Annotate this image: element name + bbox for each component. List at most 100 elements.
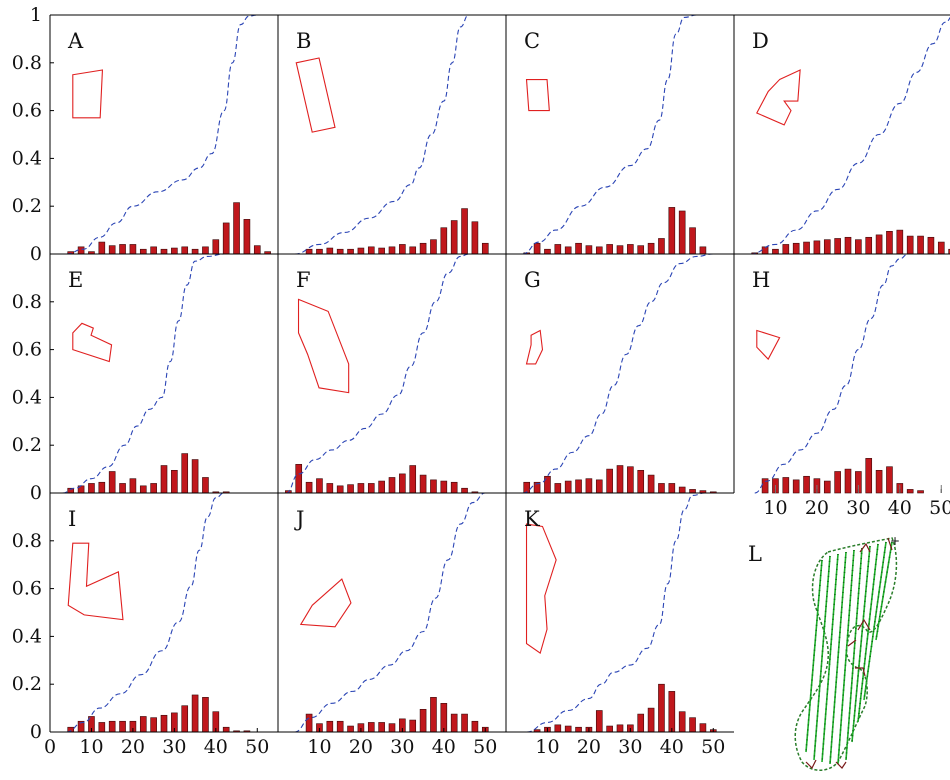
x-tick-label: 10 — [763, 497, 787, 519]
panel-label: G — [524, 268, 541, 292]
histogram-bar — [595, 246, 603, 255]
histogram-bar — [844, 468, 852, 494]
panel-label: J — [294, 507, 304, 531]
x-tick-label: 20 — [349, 736, 373, 758]
histogram-bar — [575, 726, 582, 733]
panel-label: I — [68, 507, 76, 531]
histogram-bar — [399, 244, 406, 255]
histogram-bar — [150, 246, 157, 255]
x-tick-label: 10 — [307, 736, 331, 758]
histogram-bar — [181, 246, 189, 255]
panel-E: E — [62, 253, 230, 494]
field-outline — [525, 78, 550, 112]
turn-segment — [855, 667, 866, 677]
field-outline — [756, 69, 801, 126]
field-outline — [67, 542, 124, 621]
histogram-bar — [222, 222, 230, 255]
track-line — [875, 541, 893, 641]
histogram-bar — [326, 720, 334, 733]
histogram-bar — [668, 207, 676, 255]
panel-label: H — [752, 268, 770, 292]
histogram-bar — [160, 248, 168, 255]
histogram-bar — [834, 471, 841, 494]
track-line — [837, 549, 855, 765]
histogram-bar — [409, 465, 417, 494]
y-tick-label: 0.4 — [12, 386, 42, 408]
histogram-bar — [212, 239, 220, 255]
histogram-bar — [647, 707, 655, 733]
histogram-bar — [295, 464, 303, 494]
panels-layer: A B C D E F G H I J K — [62, 14, 950, 733]
field-outline — [299, 578, 352, 628]
histogram-bar — [336, 485, 344, 494]
histogram-bar — [326, 247, 334, 255]
histogram-bar — [440, 703, 448, 733]
histogram-bar — [191, 248, 199, 255]
histogram-bar — [575, 479, 582, 494]
y-tick-label: 0 — [30, 243, 42, 265]
x-tick-label: 40 — [888, 497, 912, 519]
histogram-bar — [119, 483, 126, 494]
histogram-bar — [388, 477, 396, 494]
histogram-bar — [77, 246, 85, 255]
histogram-bar — [191, 694, 199, 733]
histogram-bar — [378, 480, 385, 494]
histogram-bar — [678, 210, 686, 255]
histogram-bar — [119, 720, 126, 733]
cdf-line — [522, 14, 697, 255]
histogram-bar — [637, 713, 645, 733]
histogram-bar — [326, 483, 334, 494]
x-tick-label: 20 — [577, 736, 601, 758]
histogram-bar — [171, 247, 178, 255]
histogram-bar — [202, 697, 209, 733]
field-outline — [756, 329, 781, 361]
panel-K: K — [524, 492, 717, 733]
histogram-bar — [357, 483, 365, 494]
histogram-bar — [336, 720, 344, 733]
histogram-bar — [440, 227, 448, 255]
histogram-bar — [409, 719, 417, 733]
histogram-bar — [316, 248, 323, 255]
histogram-bar — [129, 478, 137, 494]
histogram-bar — [461, 713, 468, 733]
histogram-bar — [450, 481, 458, 494]
y-tick-label: 0.4 — [12, 625, 42, 647]
histogram-bar — [554, 483, 562, 494]
track-line-dots — [837, 549, 855, 765]
field-outline — [525, 523, 557, 655]
field-outline — [525, 329, 544, 365]
x-tick-label: 20 — [805, 497, 829, 519]
panel-H: H — [752, 253, 924, 494]
histogram-bar — [150, 717, 157, 733]
histogram-bar — [347, 725, 354, 733]
histogram-bar — [139, 485, 147, 494]
histogram-bar — [627, 466, 634, 494]
x-tick-label: 50 — [701, 736, 725, 758]
histogram-bar — [678, 486, 686, 494]
x-tick-label: 50 — [929, 497, 950, 519]
histogram-bar — [865, 458, 873, 494]
histogram-bar — [347, 248, 354, 255]
turn-segment — [835, 761, 847, 769]
histogram-bar — [906, 489, 914, 494]
histogram-bar — [108, 245, 116, 255]
histogram-bar — [471, 720, 479, 733]
histogram-bar — [585, 478, 593, 494]
histogram-bar — [844, 236, 852, 255]
histogram-bar — [689, 227, 696, 255]
y-tick-label: 0 — [30, 482, 42, 504]
histogram-bar — [575, 242, 582, 255]
x-tick-label: 30 — [846, 497, 870, 519]
axes-layer: 00.20.40.60.8100.20.40.60.800.20.40.60.8… — [12, 4, 950, 758]
panel-label: E — [68, 268, 83, 292]
panel-B: B — [294, 14, 489, 255]
histogram-bar — [554, 724, 562, 733]
histogram-bar — [616, 724, 624, 733]
histogram-bar — [150, 483, 157, 494]
histogram-bar — [937, 241, 945, 255]
field-outline — [72, 69, 104, 119]
histogram-bar — [637, 469, 645, 494]
y-tick-label: 0.4 — [12, 147, 42, 169]
histogram-bar — [564, 480, 572, 494]
histogram-bar — [336, 248, 344, 255]
